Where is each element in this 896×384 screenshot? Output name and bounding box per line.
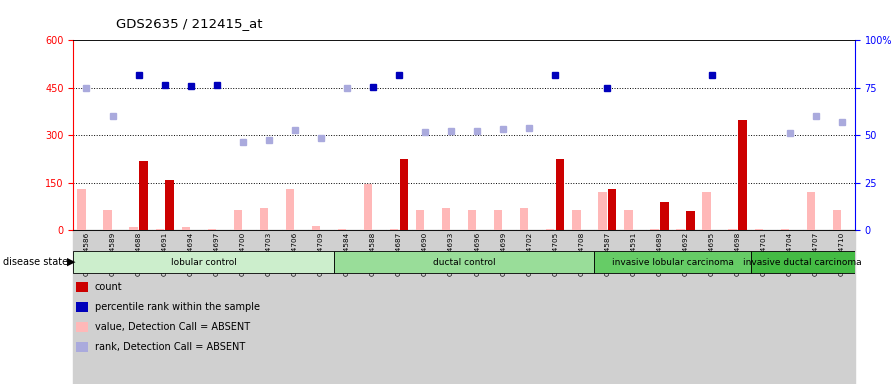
Text: ▶: ▶ bbox=[67, 257, 75, 267]
Bar bbox=[673, 230, 699, 384]
Bar bbox=[73, 230, 99, 384]
Bar bbox=[308, 230, 334, 384]
Bar bbox=[520, 208, 529, 230]
Bar bbox=[73, 251, 334, 273]
Bar bbox=[334, 230, 360, 384]
Bar bbox=[103, 210, 112, 230]
Text: value, Detection Call = ABSENT: value, Detection Call = ABSENT bbox=[95, 322, 250, 332]
Bar bbox=[754, 229, 762, 230]
Bar bbox=[182, 227, 190, 230]
Bar bbox=[556, 159, 564, 230]
Bar bbox=[400, 159, 409, 230]
Bar bbox=[490, 230, 516, 384]
Bar bbox=[625, 210, 633, 230]
Bar bbox=[620, 230, 646, 384]
Bar bbox=[99, 230, 125, 384]
Bar bbox=[599, 192, 607, 230]
Bar bbox=[234, 210, 242, 230]
Bar bbox=[129, 227, 138, 230]
Bar bbox=[725, 230, 751, 384]
Bar bbox=[646, 230, 673, 384]
Bar bbox=[594, 251, 751, 273]
Bar bbox=[702, 192, 711, 230]
Bar bbox=[608, 189, 616, 230]
Bar bbox=[468, 210, 477, 230]
Bar bbox=[568, 230, 594, 384]
Bar bbox=[547, 229, 555, 230]
Bar bbox=[334, 251, 594, 273]
Bar bbox=[829, 230, 855, 384]
Bar bbox=[151, 230, 177, 384]
Bar bbox=[338, 229, 346, 230]
Bar bbox=[751, 230, 777, 384]
Bar bbox=[140, 161, 148, 230]
Bar bbox=[177, 230, 203, 384]
Bar bbox=[442, 208, 451, 230]
Bar bbox=[229, 230, 255, 384]
Text: GDS2635 / 212415_at: GDS2635 / 212415_at bbox=[116, 17, 263, 30]
Bar bbox=[438, 230, 464, 384]
Bar bbox=[282, 230, 308, 384]
Bar bbox=[751, 251, 855, 273]
Text: invasive ductal carcinoma: invasive ductal carcinoma bbox=[744, 258, 862, 266]
Bar bbox=[738, 119, 746, 230]
Bar bbox=[203, 230, 229, 384]
Bar bbox=[416, 210, 425, 230]
Bar bbox=[832, 210, 841, 230]
Bar bbox=[573, 210, 581, 230]
Bar bbox=[494, 210, 503, 230]
Bar bbox=[464, 230, 490, 384]
Bar bbox=[312, 226, 320, 230]
Bar bbox=[594, 230, 620, 384]
Bar bbox=[166, 180, 174, 230]
Bar bbox=[156, 229, 164, 230]
Bar bbox=[777, 230, 803, 384]
Text: lobular control: lobular control bbox=[171, 258, 237, 266]
Text: count: count bbox=[95, 282, 123, 292]
Bar bbox=[686, 211, 694, 230]
Bar bbox=[77, 189, 86, 230]
Bar bbox=[364, 184, 372, 230]
Text: percentile rank within the sample: percentile rank within the sample bbox=[95, 302, 260, 312]
Bar bbox=[360, 230, 386, 384]
Bar bbox=[390, 229, 398, 230]
Bar bbox=[260, 208, 268, 230]
Bar bbox=[255, 230, 282, 384]
Bar bbox=[780, 229, 788, 230]
Bar bbox=[806, 192, 815, 230]
Bar bbox=[728, 229, 737, 230]
Bar bbox=[516, 230, 542, 384]
Bar bbox=[542, 230, 568, 384]
Bar bbox=[208, 229, 216, 230]
Bar bbox=[676, 229, 685, 230]
Text: invasive lobular carcinoma: invasive lobular carcinoma bbox=[612, 258, 734, 266]
Text: ductal control: ductal control bbox=[433, 258, 495, 266]
Bar bbox=[803, 230, 829, 384]
Text: rank, Detection Call = ABSENT: rank, Detection Call = ABSENT bbox=[95, 342, 246, 352]
Bar bbox=[699, 230, 725, 384]
Bar bbox=[386, 230, 412, 384]
Bar bbox=[660, 202, 668, 230]
Text: disease state: disease state bbox=[3, 257, 68, 267]
Bar bbox=[125, 230, 151, 384]
Bar bbox=[650, 229, 659, 230]
Bar bbox=[286, 189, 294, 230]
Bar bbox=[412, 230, 438, 384]
